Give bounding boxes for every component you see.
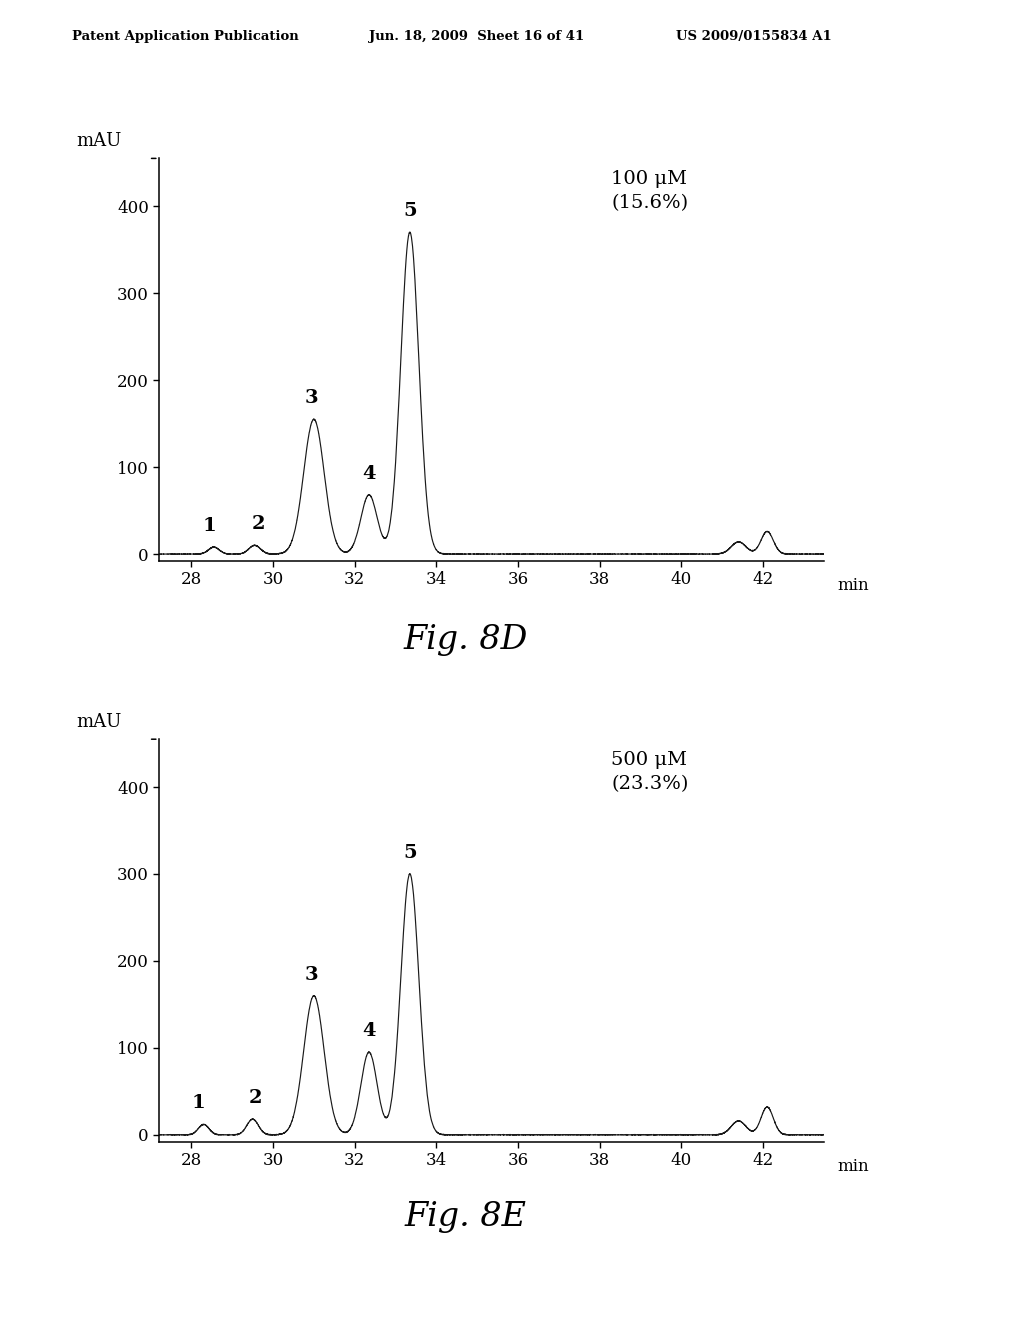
Text: Jun. 18, 2009  Sheet 16 of 41: Jun. 18, 2009 Sheet 16 of 41 (369, 30, 584, 44)
Text: mAU: mAU (76, 713, 122, 731)
Text: 4: 4 (362, 465, 376, 483)
Text: Fig. 8D: Fig. 8D (403, 624, 528, 656)
Text: 500 μM
(23.3%): 500 μM (23.3%) (611, 751, 689, 793)
Text: min: min (838, 1158, 869, 1175)
Text: 5: 5 (403, 843, 417, 862)
Text: min: min (838, 577, 869, 594)
Text: 1: 1 (191, 1094, 206, 1113)
Text: 100 μM
(15.6%): 100 μM (15.6%) (611, 170, 688, 213)
Text: 3: 3 (305, 389, 318, 407)
Text: 4: 4 (362, 1022, 376, 1040)
Text: 1: 1 (202, 517, 216, 535)
Text: US 2009/0155834 A1: US 2009/0155834 A1 (676, 30, 831, 44)
Text: 2: 2 (249, 1089, 262, 1107)
Text: 2: 2 (251, 515, 264, 533)
Text: mAU: mAU (76, 132, 122, 150)
Text: 3: 3 (305, 966, 318, 983)
Text: 5: 5 (403, 202, 417, 220)
Text: Fig. 8E: Fig. 8E (404, 1201, 527, 1233)
Text: Patent Application Publication: Patent Application Publication (72, 30, 298, 44)
